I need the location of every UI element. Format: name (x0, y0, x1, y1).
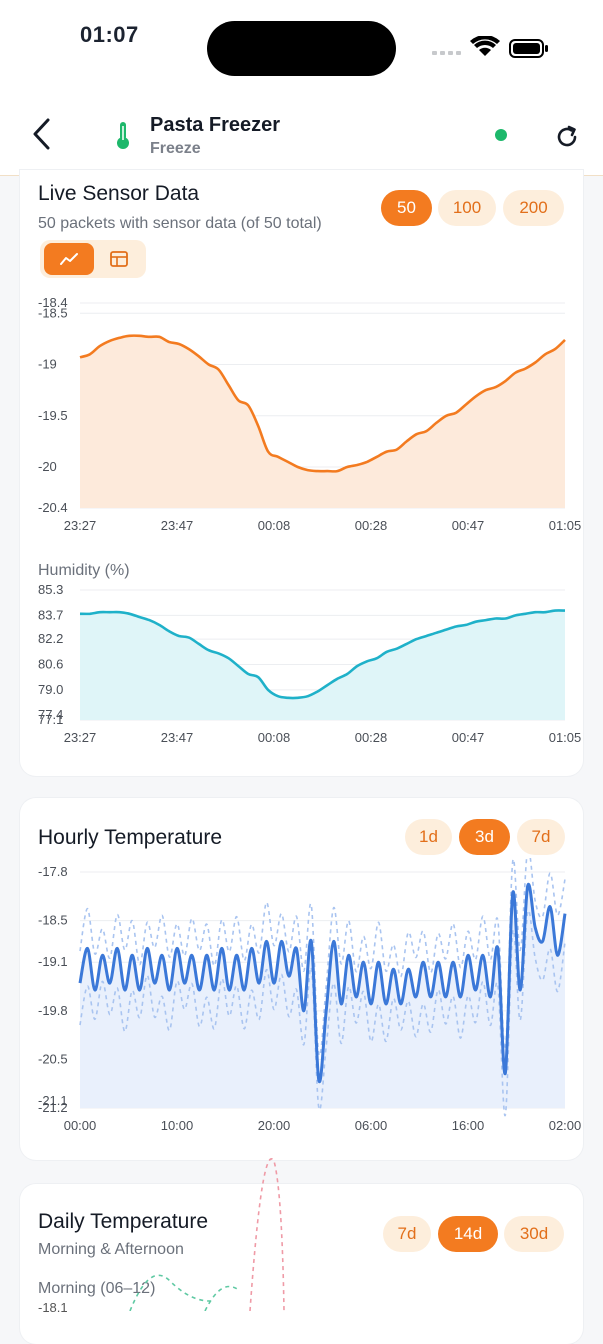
x-tick-label: 23:27 (64, 518, 97, 533)
line-chart-icon (60, 253, 78, 265)
range-3d-button[interactable]: 3d (459, 819, 510, 855)
series-line (79, 334, 566, 473)
x-tick-label: 00:47 (452, 730, 485, 745)
range-7d-button[interactable]: 7d (383, 1216, 431, 1252)
x-tick-label: 06:00 (355, 1118, 388, 1133)
signal-icon (432, 51, 461, 55)
y-tick-label: -18.5 (38, 913, 68, 928)
device-title: Pasta Freezer (150, 114, 281, 136)
device-header: Pasta Freezer Freeze (0, 96, 603, 176)
y-tick-label: -19 (38, 357, 57, 372)
y-tick-label: -17.8 (38, 864, 68, 879)
x-tick-label: 02:00 (549, 1118, 582, 1133)
x-tick-label: 23:47 (161, 730, 194, 745)
range-30d-button[interactable]: 30d (504, 1216, 564, 1252)
thermometer-icon (117, 122, 129, 149)
range-7d-button[interactable]: 7d (517, 819, 565, 855)
x-tick-label: 16:00 (452, 1118, 485, 1133)
range-1d-button[interactable]: 1d (405, 819, 452, 855)
x-tick-label: 00:28 (355, 518, 388, 533)
x-tick-label: 00:08 (258, 730, 291, 745)
series-max-band (79, 858, 566, 1057)
y-tick-label: -20 (38, 459, 57, 474)
status-bar: 01:07 (0, 0, 603, 96)
refresh-icon[interactable] (552, 122, 582, 152)
range-14d-button[interactable]: 14d (438, 1216, 498, 1252)
morning-label: Morning (06–12) (38, 1280, 156, 1297)
series-min-band (79, 909, 566, 1117)
card-subtitle: 50 packets with sensor data (of 50 total… (38, 215, 322, 232)
packets-100-button[interactable]: 100 (438, 190, 496, 226)
card-title: Hourly Temperature (38, 826, 223, 849)
table-view-button[interactable] (94, 243, 144, 275)
hourly-temperature-chart: -17.8 -18.5 -19.1 -19.8 -20.5 -21.1-21.2 00:00… (38, 858, 582, 1133)
dynamic-island (207, 21, 396, 76)
back-chevron-icon[interactable] (26, 114, 60, 154)
card-title: Daily Temperature (38, 1210, 209, 1233)
packets-200-button[interactable]: 200 (503, 190, 564, 226)
y-tick-label: -20.5 (38, 1051, 68, 1066)
x-tick-label: 01:05 (549, 730, 582, 745)
x-tick-label: 10:00 (161, 1118, 194, 1133)
x-tick-label: 00:00 (64, 1118, 97, 1133)
daily-temperature-card: Daily Temperature Morning & Afternoon 7d… (20, 1184, 583, 1344)
live-sensor-card: Live Sensor Data 50 packets with sensor … (20, 170, 583, 776)
online-status-dot (495, 129, 507, 141)
x-tick-label: 23:47 (161, 518, 194, 533)
status-time: 01:07 (80, 22, 139, 47)
series-area (80, 610, 565, 720)
y-tick-label: 79.0 (38, 682, 63, 697)
status-icons (432, 36, 548, 58)
temperature-chart: -18.4-18.5 -19 -19.5 -20 -20.4 23:27 23:47 00:0… (38, 295, 582, 533)
view-mode-toggle (40, 240, 146, 278)
battery-icon (509, 39, 548, 58)
y-tick-label: 85.3 (38, 582, 63, 597)
x-tick-label: 23:27 (64, 730, 97, 745)
y-tick-label: -18.4 (38, 295, 68, 310)
x-tick-label: 00:28 (355, 730, 388, 745)
y-tick-label: -21.2 (38, 1100, 68, 1115)
chart-view-button[interactable] (44, 243, 94, 275)
x-tick-label: 00:47 (452, 518, 485, 533)
y-tick-label: -20.4 (38, 500, 68, 515)
y-tick-label: -19.1 (38, 954, 68, 969)
y-tick-label: 77.1 (38, 712, 63, 727)
x-tick-label: 00:08 (258, 518, 291, 533)
y-tick-label: -21.1 (38, 1093, 68, 1108)
x-tick-label: 01:05 (549, 518, 582, 533)
y-tick-label: 83.7 (38, 607, 63, 622)
y-tick-label: -19.5 (38, 408, 68, 423)
card-subtitle: Morning & Afternoon (38, 1241, 184, 1258)
wifi-icon (470, 36, 500, 56)
packets-50-button[interactable]: 50 (381, 190, 432, 226)
card-title: Live Sensor Data (38, 182, 200, 205)
y-tick-label: -19.8 (38, 1003, 68, 1018)
y-tick-label: -18.5 (38, 305, 68, 320)
humidity-label: Humidity (%) (38, 562, 130, 579)
y-tick-label: 80.6 (38, 657, 63, 672)
device-mode: Freeze (150, 140, 201, 157)
x-tick-label: 20:00 (258, 1118, 291, 1133)
table-icon (110, 251, 128, 267)
hourly-temperature-card: Hourly Temperature 1d 3d 7d -17.8 -18.5 -1… (20, 798, 583, 1160)
series-line (78, 882, 567, 1084)
series-area (80, 335, 565, 508)
morning-ytick: -18.1 (38, 1300, 68, 1315)
humidity-chart: 85.3 83.7 82.2 80.6 79.0 77.477.123:27 23:47 00… (38, 582, 582, 745)
y-tick-label: 77.4 (38, 707, 63, 722)
series-area (80, 884, 565, 1108)
series-line (79, 609, 566, 700)
y-tick-label: 82.2 (38, 631, 63, 646)
